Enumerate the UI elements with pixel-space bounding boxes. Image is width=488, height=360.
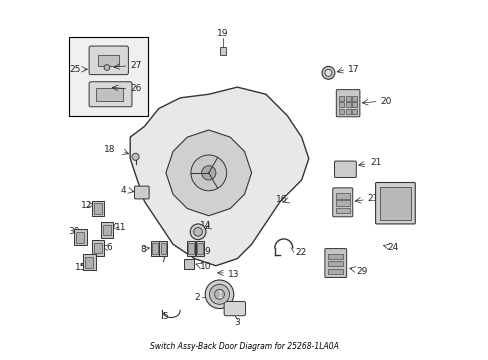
Circle shape	[132, 153, 139, 160]
Text: 7: 7	[160, 255, 165, 264]
Bar	[196, 241, 203, 256]
Bar	[82, 254, 95, 270]
Bar	[91, 201, 104, 216]
Text: 5: 5	[162, 312, 167, 321]
Circle shape	[205, 280, 233, 309]
Text: 11: 11	[115, 222, 126, 231]
Text: 10: 10	[200, 262, 211, 271]
Circle shape	[190, 155, 226, 191]
Bar	[74, 229, 86, 245]
Bar	[188, 243, 194, 254]
Text: 17: 17	[347, 65, 359, 74]
Bar	[197, 243, 203, 254]
Bar	[159, 241, 167, 256]
Bar	[328, 261, 342, 266]
FancyBboxPatch shape	[224, 301, 245, 316]
Text: 15: 15	[75, 263, 86, 272]
Text: 8: 8	[141, 245, 146, 254]
Bar	[345, 96, 350, 101]
Text: 23: 23	[367, 194, 378, 203]
Bar	[94, 203, 102, 214]
Bar	[91, 240, 104, 256]
Bar	[84, 257, 93, 267]
Bar	[335, 207, 349, 213]
Bar	[351, 96, 356, 101]
Text: 12: 12	[81, 201, 93, 210]
Text: 13: 13	[228, 270, 240, 279]
Text: 29: 29	[355, 267, 366, 276]
Text: 26: 26	[130, 84, 141, 93]
Bar	[151, 241, 159, 256]
Text: 25: 25	[69, 65, 81, 74]
Polygon shape	[165, 130, 251, 216]
Text: 22: 22	[295, 248, 306, 257]
Bar	[98, 55, 119, 66]
Circle shape	[324, 69, 331, 76]
Circle shape	[214, 289, 224, 299]
Bar	[160, 243, 166, 254]
Bar	[69, 37, 148, 116]
FancyBboxPatch shape	[89, 82, 132, 107]
Text: 28: 28	[394, 194, 405, 203]
Text: 27: 27	[130, 61, 141, 70]
Bar	[335, 201, 349, 206]
Text: 9: 9	[204, 247, 210, 256]
FancyBboxPatch shape	[332, 188, 352, 217]
Bar	[339, 96, 344, 101]
Text: 19: 19	[217, 29, 228, 38]
Bar	[102, 225, 111, 235]
FancyBboxPatch shape	[375, 183, 414, 224]
Bar	[220, 47, 225, 55]
Bar	[339, 103, 344, 108]
Text: 14: 14	[200, 221, 211, 230]
Text: 16: 16	[275, 195, 287, 204]
Circle shape	[190, 224, 205, 240]
Text: 6: 6	[106, 243, 111, 252]
Circle shape	[322, 66, 334, 79]
Bar	[76, 232, 84, 243]
Circle shape	[193, 228, 202, 236]
Circle shape	[104, 64, 110, 70]
Bar	[379, 187, 410, 220]
Polygon shape	[130, 87, 308, 266]
FancyBboxPatch shape	[324, 249, 346, 278]
Bar	[351, 103, 356, 108]
Text: 4: 4	[121, 186, 126, 195]
Bar	[351, 109, 356, 114]
Bar	[187, 241, 195, 256]
Bar	[96, 88, 123, 101]
Bar	[328, 254, 342, 259]
Text: Switch Assy-Back Door Diagram for 25268-1LA0A: Switch Assy-Back Door Diagram for 25268-…	[150, 342, 338, 351]
Circle shape	[201, 166, 216, 180]
Text: 2: 2	[194, 293, 200, 302]
Bar	[345, 103, 350, 108]
Bar	[94, 243, 102, 253]
Text: 20: 20	[380, 97, 391, 106]
Text: 1: 1	[216, 291, 222, 300]
Text: 3: 3	[234, 318, 240, 327]
FancyBboxPatch shape	[336, 90, 359, 117]
Bar	[183, 258, 194, 269]
Bar	[328, 269, 342, 274]
Text: 21: 21	[369, 158, 381, 167]
FancyBboxPatch shape	[134, 186, 149, 199]
Circle shape	[209, 284, 229, 304]
Bar	[101, 222, 113, 238]
Text: 24: 24	[386, 243, 398, 252]
Bar	[339, 109, 344, 114]
Text: 30: 30	[68, 227, 80, 236]
FancyBboxPatch shape	[89, 46, 128, 75]
Text: 18: 18	[104, 145, 116, 154]
Bar	[335, 193, 349, 199]
Bar	[152, 243, 157, 254]
FancyBboxPatch shape	[334, 161, 356, 177]
Bar	[345, 109, 350, 114]
